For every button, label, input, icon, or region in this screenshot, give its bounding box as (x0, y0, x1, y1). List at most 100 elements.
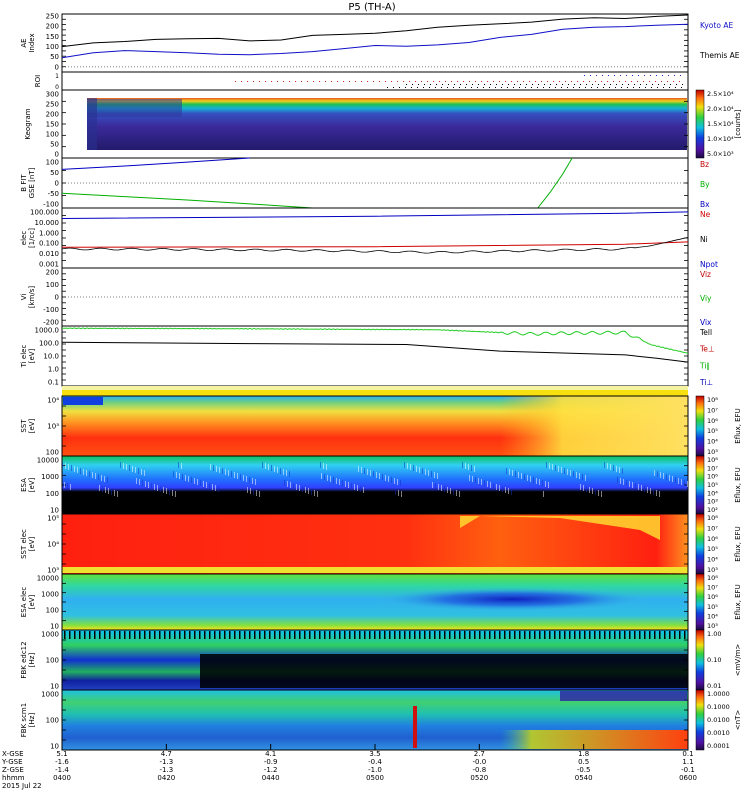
esa-ion-noise-stroke (447, 487, 448, 493)
esa-ion-noise-stroke (437, 473, 438, 479)
roi-dot (247, 81, 248, 82)
esa-ion-noise-stroke (144, 470, 145, 476)
sst-elec-bottom-band (62, 567, 688, 573)
sst-elec-colorbar-tick: 10⁷ (707, 524, 718, 532)
xaxis-row-label-3: hhmm (2, 774, 25, 782)
fbk-edc-stripe (454, 631, 456, 639)
fbk-edc-stripe (544, 631, 546, 639)
esa-ion-noise-stroke (89, 471, 90, 477)
fbk-edc-stripe (669, 631, 671, 639)
roi-dot (387, 87, 388, 88)
esa-ion-noise-stroke (139, 479, 140, 485)
xaxis-tick-label: -0.1 (681, 766, 695, 774)
roi-dot (493, 81, 494, 82)
esa-ion-noise-stroke (543, 491, 544, 497)
fbk-edc-stripe (319, 631, 321, 639)
esa-ion-noise (62, 462, 688, 497)
xaxis-tick-label: -1.2 (264, 766, 278, 774)
esa-ion-noise-stroke (290, 482, 291, 488)
roi-dot (513, 87, 514, 88)
roi-dot (501, 87, 502, 88)
fbk-edc-stripe (549, 631, 551, 639)
esa-ion-noise-stroke (419, 467, 420, 473)
xaxis-tick-label: -0.8 (472, 766, 486, 774)
roi-dot (442, 84, 443, 85)
density-ytick-label: 0.100 (39, 240, 59, 248)
fbk-edc-stripe (554, 631, 556, 639)
sst-elec-colorbar-tick: 10⁸ (707, 514, 718, 522)
fbk-edc-stripe (299, 631, 301, 639)
fbk-edc-stripe (254, 631, 256, 639)
keogram-colorbar-tick: 1.5×10⁴ (707, 120, 734, 128)
roi-dot (639, 87, 640, 88)
xaxis-tick-label: 0.5 (578, 758, 589, 766)
sst-ion-ylabel: SST (20, 419, 28, 433)
esa-ion-noise-stroke (422, 468, 423, 474)
roi-dot (622, 84, 623, 85)
sst-ion-colorbar-label: Eflux, EFU (734, 408, 742, 443)
esa-ion-colorbar-tick: 10⁷ (707, 464, 718, 472)
esa-ion-noise-stroke (234, 472, 235, 478)
esa-ion-noise-stroke (160, 486, 161, 492)
esa-ion-noise-stroke (65, 463, 66, 469)
fbk-edc-stripe (524, 631, 526, 639)
esa-ion-noise-stroke (293, 483, 294, 489)
roi-dot (631, 81, 632, 82)
ti-line (61, 327, 689, 354)
fbk-edc-stripe (129, 631, 131, 639)
esa-ion-noise-stroke (141, 469, 142, 475)
sst-ion-colorbar-tick: 10⁴ (707, 438, 718, 446)
esa-ion-noise-stroke (638, 484, 639, 490)
fbk-edc-colorbar-tick: 0.10 (707, 656, 721, 664)
roi-dot (679, 81, 680, 82)
fbk-edc-ytick-label: 10 (50, 683, 59, 691)
fbk-edc-stripe (484, 631, 486, 639)
roi-dot (553, 81, 554, 82)
esa-ion-noise-stroke (64, 482, 65, 488)
fbk-edc-stripe (459, 631, 461, 639)
esa-ion-noise-stroke (327, 475, 328, 481)
temperature-frame (61, 325, 689, 387)
esa-ion-noise-stroke (669, 475, 670, 481)
xaxis-tick-label: 4.7 (161, 750, 172, 758)
esa-ion-colorbar-tick: 10⁴ (707, 489, 718, 497)
esa-ion-noise-stroke (521, 473, 522, 479)
roi-dot (436, 84, 437, 85)
esa-ion-noise-stroke (564, 468, 565, 474)
esa-ion-noise-stroke (102, 486, 103, 492)
esa-ion-noise-stroke (629, 481, 630, 487)
esa-ion-colorbar-tick: 10³ (707, 498, 718, 506)
esa-ion-noise-stroke (135, 467, 136, 473)
fbk-edc-stripe (424, 631, 426, 639)
esa-ion-noise-stroke (462, 462, 463, 468)
esa-ion-noise-stroke (524, 474, 525, 480)
sst-elec-ytick-label: 10⁴ (47, 541, 59, 549)
esa-ion-noise-stroke (459, 491, 460, 497)
bfield-legend-1: By (700, 180, 710, 189)
roi-dot (574, 84, 575, 85)
esa-ion-noise-stroke (474, 466, 475, 472)
keogram-image (87, 98, 687, 150)
esa-ion-noise-stroke (181, 463, 182, 469)
xaxis-tick-label: 0.1 (682, 750, 693, 758)
velocity-legend-0: Viz (700, 270, 711, 279)
roi-dot (277, 81, 278, 82)
fbk-edc-stripe (609, 631, 611, 639)
esa-ion-noise-stroke (511, 489, 512, 495)
roi-dot (472, 84, 473, 85)
esa-ion-noise-stroke (512, 470, 513, 476)
esa-ion-noise-stroke (98, 474, 99, 480)
esa-ion-noise-stroke (570, 470, 571, 476)
fbk-edc-stripe (489, 631, 491, 639)
roi-dot (499, 81, 500, 82)
esa-ion-noise-stroke (490, 482, 491, 488)
roi-dot (417, 87, 418, 88)
esa-ion-noise-stroke (619, 467, 620, 473)
fbk-edc-stripe (334, 631, 336, 639)
esa-ion-noise-stroke (515, 471, 516, 477)
velocity-legend-2: Vix (700, 318, 712, 327)
roi-dot (459, 87, 460, 88)
roi-dot (505, 81, 506, 82)
esa-ion-noise-stroke (382, 474, 383, 480)
roi-dot (608, 75, 609, 76)
